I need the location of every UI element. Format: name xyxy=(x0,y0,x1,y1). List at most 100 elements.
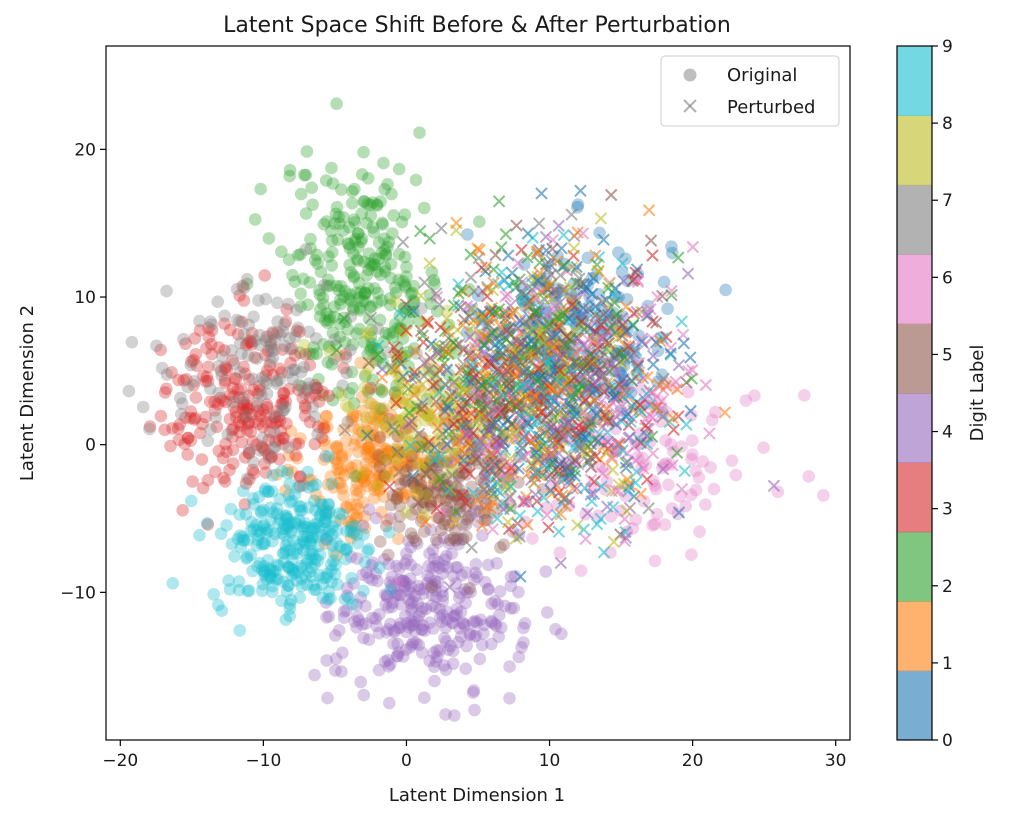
original-point-digit-3 xyxy=(293,470,307,483)
original-point-digit-1 xyxy=(368,400,382,414)
original-point-digit-1 xyxy=(355,404,369,418)
original-point-digit-4 xyxy=(365,559,378,572)
original-point-digit-3 xyxy=(232,416,246,429)
original-point-digit-1 xyxy=(320,505,334,518)
original-point-digit-3 xyxy=(237,399,250,412)
original-point-digit-7 xyxy=(344,343,357,357)
original-point-digit-8 xyxy=(359,367,372,381)
original-point-digit-4 xyxy=(408,624,422,638)
original-point-digit-9 xyxy=(286,547,300,560)
original-point-digit-1 xyxy=(398,487,412,500)
original-point-digit-3 xyxy=(292,383,305,397)
original-point-digit-2 xyxy=(317,217,331,231)
original-point-digit-2 xyxy=(352,227,365,240)
original-point-digit-1 xyxy=(355,425,369,439)
original-point-digit-4 xyxy=(350,621,363,634)
original-point-digit-3 xyxy=(253,409,267,423)
original-point-digit-9 xyxy=(291,565,305,579)
original-point-digit-3 xyxy=(253,384,267,397)
original-point-digit-3 xyxy=(196,369,210,383)
original-point-digit-5 xyxy=(425,580,439,594)
original-point-digit-4 xyxy=(539,565,553,578)
original-point-digit-1 xyxy=(360,447,374,461)
original-point-digit-4 xyxy=(356,568,369,582)
original-point-digit-2 xyxy=(374,195,387,208)
original-point-digit-9 xyxy=(252,490,266,504)
original-point-digit-2 xyxy=(304,242,318,255)
original-point-digit-3 xyxy=(244,335,258,349)
original-point-digit-4 xyxy=(467,684,481,697)
original-point-digit-8 xyxy=(370,413,383,427)
original-point-digit-4 xyxy=(388,624,401,637)
original-point-digit-2 xyxy=(342,221,356,234)
original-point-digit-2 xyxy=(345,365,359,379)
original-point-digit-3 xyxy=(173,418,186,431)
original-point-digit-4 xyxy=(391,588,405,602)
original-point-digit-2 xyxy=(341,323,355,336)
original-point-digit-9 xyxy=(282,561,296,574)
original-point-digit-9 xyxy=(313,548,327,561)
original-point-digit-2 xyxy=(328,300,341,314)
original-point-digit-2 xyxy=(366,373,380,387)
original-point-digit-3 xyxy=(227,422,240,435)
original-point-digit-4 xyxy=(517,636,530,649)
original-point-digit-4 xyxy=(399,625,413,639)
original-point-digit-3 xyxy=(255,440,269,454)
original-point-digit-9 xyxy=(286,563,300,576)
original-point-digit-1 xyxy=(327,481,341,494)
original-point-digit-9 xyxy=(258,536,272,550)
original-point-digit-3 xyxy=(187,353,200,367)
colorbar-segment-6 xyxy=(897,254,932,325)
original-point-digit-1 xyxy=(341,459,355,472)
original-point-digit-2 xyxy=(301,298,315,312)
original-point-digit-1 xyxy=(347,526,361,539)
x-tick-label: 30 xyxy=(825,751,847,771)
original-point-digit-3 xyxy=(247,383,260,397)
original-point-digit-6 xyxy=(686,448,699,462)
original-point-digit-5 xyxy=(429,486,443,500)
original-point-digit-4 xyxy=(391,637,405,651)
original-point-digit-9 xyxy=(281,579,295,592)
original-point-digit-3 xyxy=(339,348,352,361)
original-point-digit-6 xyxy=(685,452,698,466)
colorbar-segment-5 xyxy=(897,323,932,394)
original-point-digit-1 xyxy=(378,417,392,430)
original-point-digit-4 xyxy=(415,623,428,636)
original-point-digit-7 xyxy=(292,378,306,392)
original-point-digit-4 xyxy=(424,523,438,536)
original-point-digit-3 xyxy=(242,389,255,403)
original-point-digit-4 xyxy=(419,602,433,616)
original-point-digit-2 xyxy=(240,277,254,291)
original-point-digit-2 xyxy=(368,258,381,272)
original-point-digit-3 xyxy=(237,412,250,426)
original-point-digit-2 xyxy=(332,210,346,224)
original-point-digit-3 xyxy=(216,451,230,465)
colorbar-segment-2 xyxy=(897,531,932,602)
original-point-digit-4 xyxy=(329,664,342,677)
original-point-digit-4 xyxy=(485,614,498,628)
original-point-digit-2 xyxy=(409,173,423,187)
original-point-digit-4 xyxy=(416,601,429,615)
original-point-digit-6 xyxy=(659,457,673,470)
original-point-digit-4 xyxy=(390,649,404,663)
original-point-digit-0 xyxy=(657,275,671,289)
original-point-digit-4 xyxy=(336,646,349,660)
original-point-digit-1 xyxy=(356,472,369,485)
original-point-digit-3 xyxy=(158,386,172,399)
original-point-digit-6 xyxy=(757,441,770,455)
original-point-digit-7 xyxy=(265,344,279,358)
original-point-digit-9 xyxy=(232,575,246,588)
original-point-digit-4 xyxy=(329,652,343,665)
original-point-digit-3 xyxy=(270,404,284,418)
original-point-digit-9 xyxy=(307,521,320,535)
original-point-digit-1 xyxy=(400,459,413,473)
original-point-digit-4 xyxy=(322,610,336,623)
original-point-digit-2 xyxy=(430,305,444,318)
original-point-digit-6 xyxy=(649,482,663,496)
original-point-digit-9 xyxy=(384,583,398,596)
original-point-digit-9 xyxy=(306,479,320,493)
original-point-digit-4 xyxy=(379,598,393,611)
original-point-digit-9 xyxy=(266,469,280,482)
original-point-digit-7 xyxy=(175,407,188,421)
original-point-digit-9 xyxy=(215,604,229,617)
